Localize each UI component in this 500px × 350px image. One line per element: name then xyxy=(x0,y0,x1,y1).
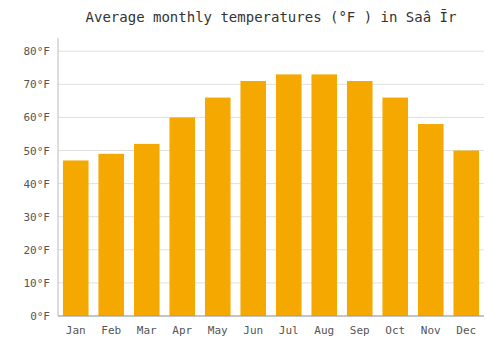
bar xyxy=(205,98,231,316)
x-tick-label: Mar xyxy=(137,324,157,337)
bar xyxy=(134,144,160,316)
x-tick-label: Jan xyxy=(66,324,86,337)
y-tick-label: 60°F xyxy=(24,111,51,124)
x-tick-label: Sep xyxy=(350,324,370,337)
title: Average monthly temperatures (°F ) in Sa… xyxy=(86,9,457,25)
x-tick-label: Aug xyxy=(314,324,334,337)
y-tick-label: 40°F xyxy=(24,178,51,191)
y-tick-label: 20°F xyxy=(24,244,51,257)
grid xyxy=(58,51,484,316)
x-tick-label: Jun xyxy=(243,324,263,337)
bar xyxy=(98,154,124,316)
bar xyxy=(453,151,479,316)
grid-line xyxy=(58,117,484,118)
bar xyxy=(418,124,444,316)
bar xyxy=(347,81,373,316)
x-tick-label: Apr xyxy=(172,324,192,337)
x-tick-label: Oct xyxy=(385,324,405,337)
x-axis-line xyxy=(58,316,484,317)
bar xyxy=(63,160,89,316)
y-tick-label: 0°F xyxy=(30,310,50,323)
y-tick-label: 70°F xyxy=(24,78,51,91)
y-tick-label: 10°F xyxy=(24,277,51,290)
y-tick-label: 50°F xyxy=(24,145,51,158)
x-tick-label: Feb xyxy=(101,324,121,337)
bars xyxy=(63,74,479,316)
x-tick-label: Jul xyxy=(279,324,299,337)
bar xyxy=(311,74,337,316)
bar xyxy=(169,117,195,316)
grid-line xyxy=(58,51,484,52)
x-tick-label: Nov xyxy=(421,324,441,337)
x-tick-label: Dec xyxy=(456,324,476,337)
chart: Average monthly temperatures (°F ) in Sa… xyxy=(0,0,500,350)
x-tick-label: May xyxy=(208,324,228,337)
y-axis-line xyxy=(58,38,59,316)
grid-line xyxy=(58,84,484,85)
grid-line xyxy=(58,316,484,317)
y-tick-label: 30°F xyxy=(24,211,51,224)
bar xyxy=(382,98,408,316)
y-tick-label: 80°F xyxy=(24,45,51,58)
bar xyxy=(276,74,302,316)
bar xyxy=(240,81,266,316)
